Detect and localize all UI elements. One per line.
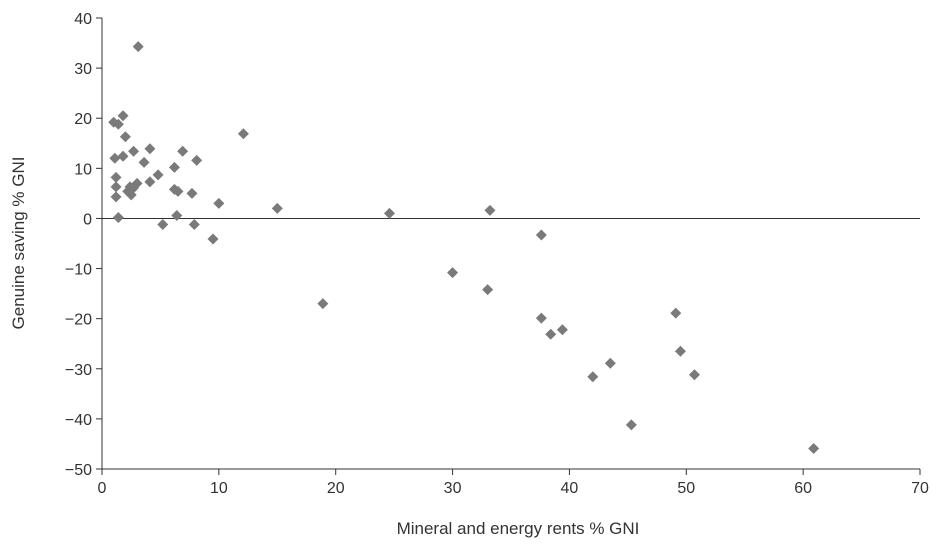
- data-point: [484, 204, 496, 216]
- data-point: [556, 324, 568, 336]
- data-point: [808, 442, 820, 454]
- data-point: [604, 357, 616, 369]
- x-tick-label: 40: [561, 480, 579, 497]
- data-point: [587, 371, 599, 383]
- data-point: [213, 197, 225, 209]
- data-point: [117, 110, 129, 122]
- x-tick-label: 30: [444, 480, 462, 497]
- y-tick-label: −20: [65, 312, 92, 329]
- y-tick-label: −10: [65, 262, 92, 279]
- axes: −50 −40 −30 −20 −10 0 10 20 30 40 0 10 20 30 40 50 60 70: [65, 11, 929, 497]
- data-point: [447, 267, 459, 279]
- data-point: [186, 187, 198, 199]
- y-tick-label: 30: [74, 61, 92, 78]
- data-point: [128, 145, 140, 157]
- data-point: [144, 143, 156, 155]
- data-point: [535, 229, 547, 241]
- data-point: [188, 218, 200, 230]
- data-point: [545, 328, 557, 340]
- data-point: [207, 233, 219, 245]
- x-tick-label: 50: [677, 480, 695, 497]
- data-point: [625, 419, 637, 431]
- data-points: [108, 41, 820, 454]
- data-point: [138, 156, 150, 168]
- data-point: [168, 161, 180, 173]
- y-tick-label: 20: [74, 111, 92, 128]
- data-point: [109, 152, 121, 164]
- x-axis-title: Mineral and energy rents % GNI: [397, 519, 640, 538]
- data-point: [674, 345, 686, 357]
- data-point: [482, 284, 494, 296]
- y-tick-label: −50: [65, 462, 92, 479]
- data-point: [271, 202, 283, 214]
- data-point: [191, 154, 203, 166]
- y-tick-label: 40: [74, 11, 92, 28]
- data-point: [157, 218, 169, 230]
- data-point: [237, 128, 249, 140]
- y-tick-label: 0: [83, 211, 92, 228]
- data-point: [152, 169, 164, 181]
- x-tick-label: 0: [98, 480, 107, 497]
- x-tick-label: 10: [210, 480, 228, 497]
- data-point: [110, 171, 122, 183]
- data-point: [144, 176, 156, 188]
- data-point: [112, 118, 124, 130]
- y-tick-label: −30: [65, 362, 92, 379]
- data-point: [171, 209, 183, 221]
- data-point: [119, 131, 131, 143]
- data-point: [383, 207, 395, 219]
- data-point: [110, 181, 122, 193]
- data-point: [110, 191, 122, 203]
- data-point: [670, 307, 682, 319]
- y-tick-label: −40: [65, 412, 92, 429]
- data-point: [117, 150, 129, 162]
- x-tick-label: 70: [911, 480, 929, 497]
- data-point: [688, 369, 700, 381]
- x-tick-label: 20: [327, 480, 345, 497]
- data-point: [177, 145, 189, 157]
- data-point: [172, 185, 184, 197]
- data-point: [112, 211, 124, 223]
- data-point: [535, 312, 547, 324]
- y-axis-title: Genuine saving % GNI: [9, 157, 28, 330]
- data-point: [317, 298, 329, 310]
- data-point: [125, 189, 137, 201]
- y-tick-label: 10: [74, 161, 92, 178]
- data-point: [132, 41, 144, 53]
- x-tick-label: 60: [794, 480, 812, 497]
